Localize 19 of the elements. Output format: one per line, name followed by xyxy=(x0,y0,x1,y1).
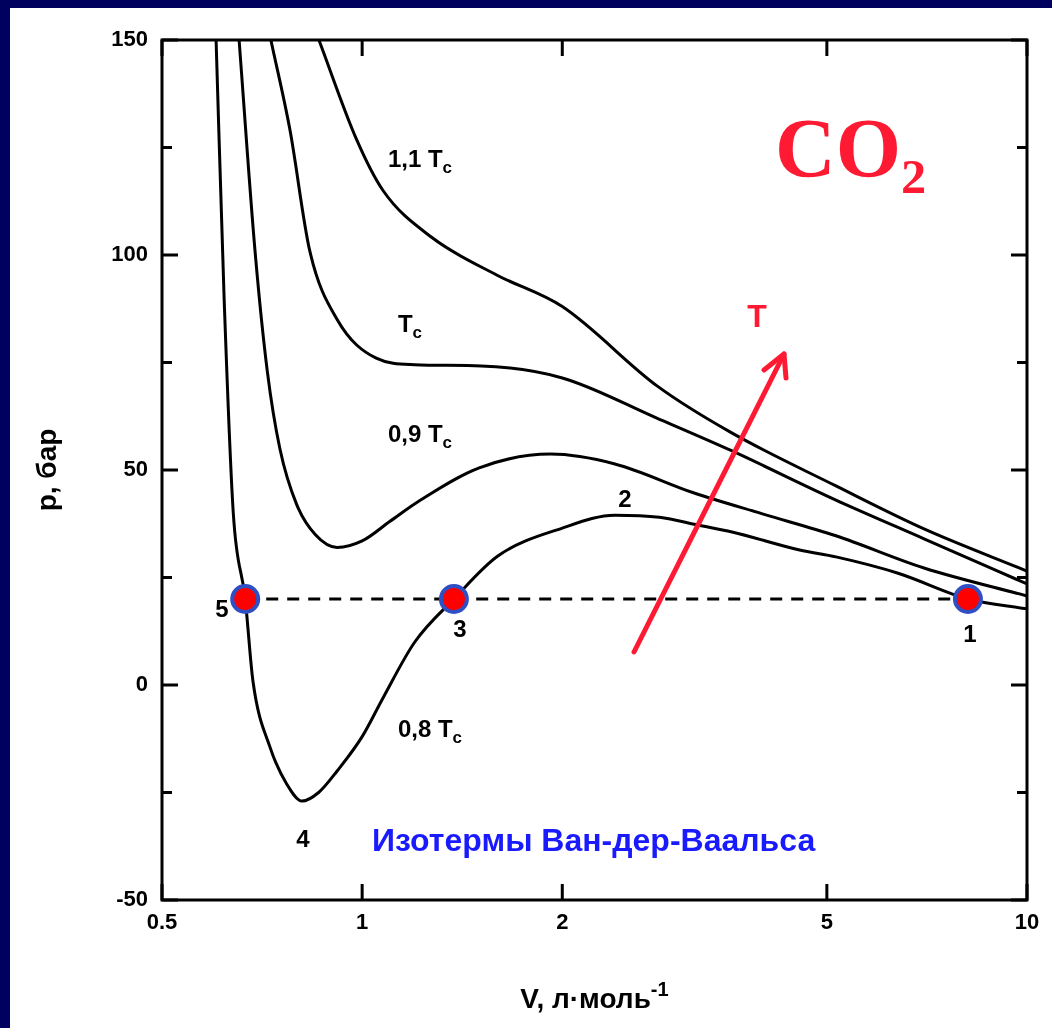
y-tick-label: 50 xyxy=(123,456,148,482)
y-tick-label: 150 xyxy=(111,26,148,52)
y-axis-title: p, бар xyxy=(30,428,62,512)
annotation: 4 xyxy=(296,824,311,852)
x-tick-label: 2 xyxy=(556,909,569,935)
annotation: Изотермы Ван-дер-Ваальса xyxy=(372,822,816,859)
y-tick-label: 100 xyxy=(111,241,148,267)
annotation: 1 xyxy=(963,619,977,647)
annotation: 3 xyxy=(453,614,467,642)
annotation: 5 xyxy=(215,594,229,622)
x-tick-label: 10 xyxy=(1014,909,1040,935)
x-tick-label: 0.5 xyxy=(146,909,178,935)
annotation: T xyxy=(747,297,768,334)
y-tick-label: -50 xyxy=(116,886,148,912)
annotation: CO₂ xyxy=(775,101,927,197)
y-tick-label: 0 xyxy=(135,671,148,697)
x-tick-label: 1 xyxy=(356,909,369,935)
x-tick-label: 5 xyxy=(820,909,833,935)
annotation: 2 xyxy=(618,484,632,512)
